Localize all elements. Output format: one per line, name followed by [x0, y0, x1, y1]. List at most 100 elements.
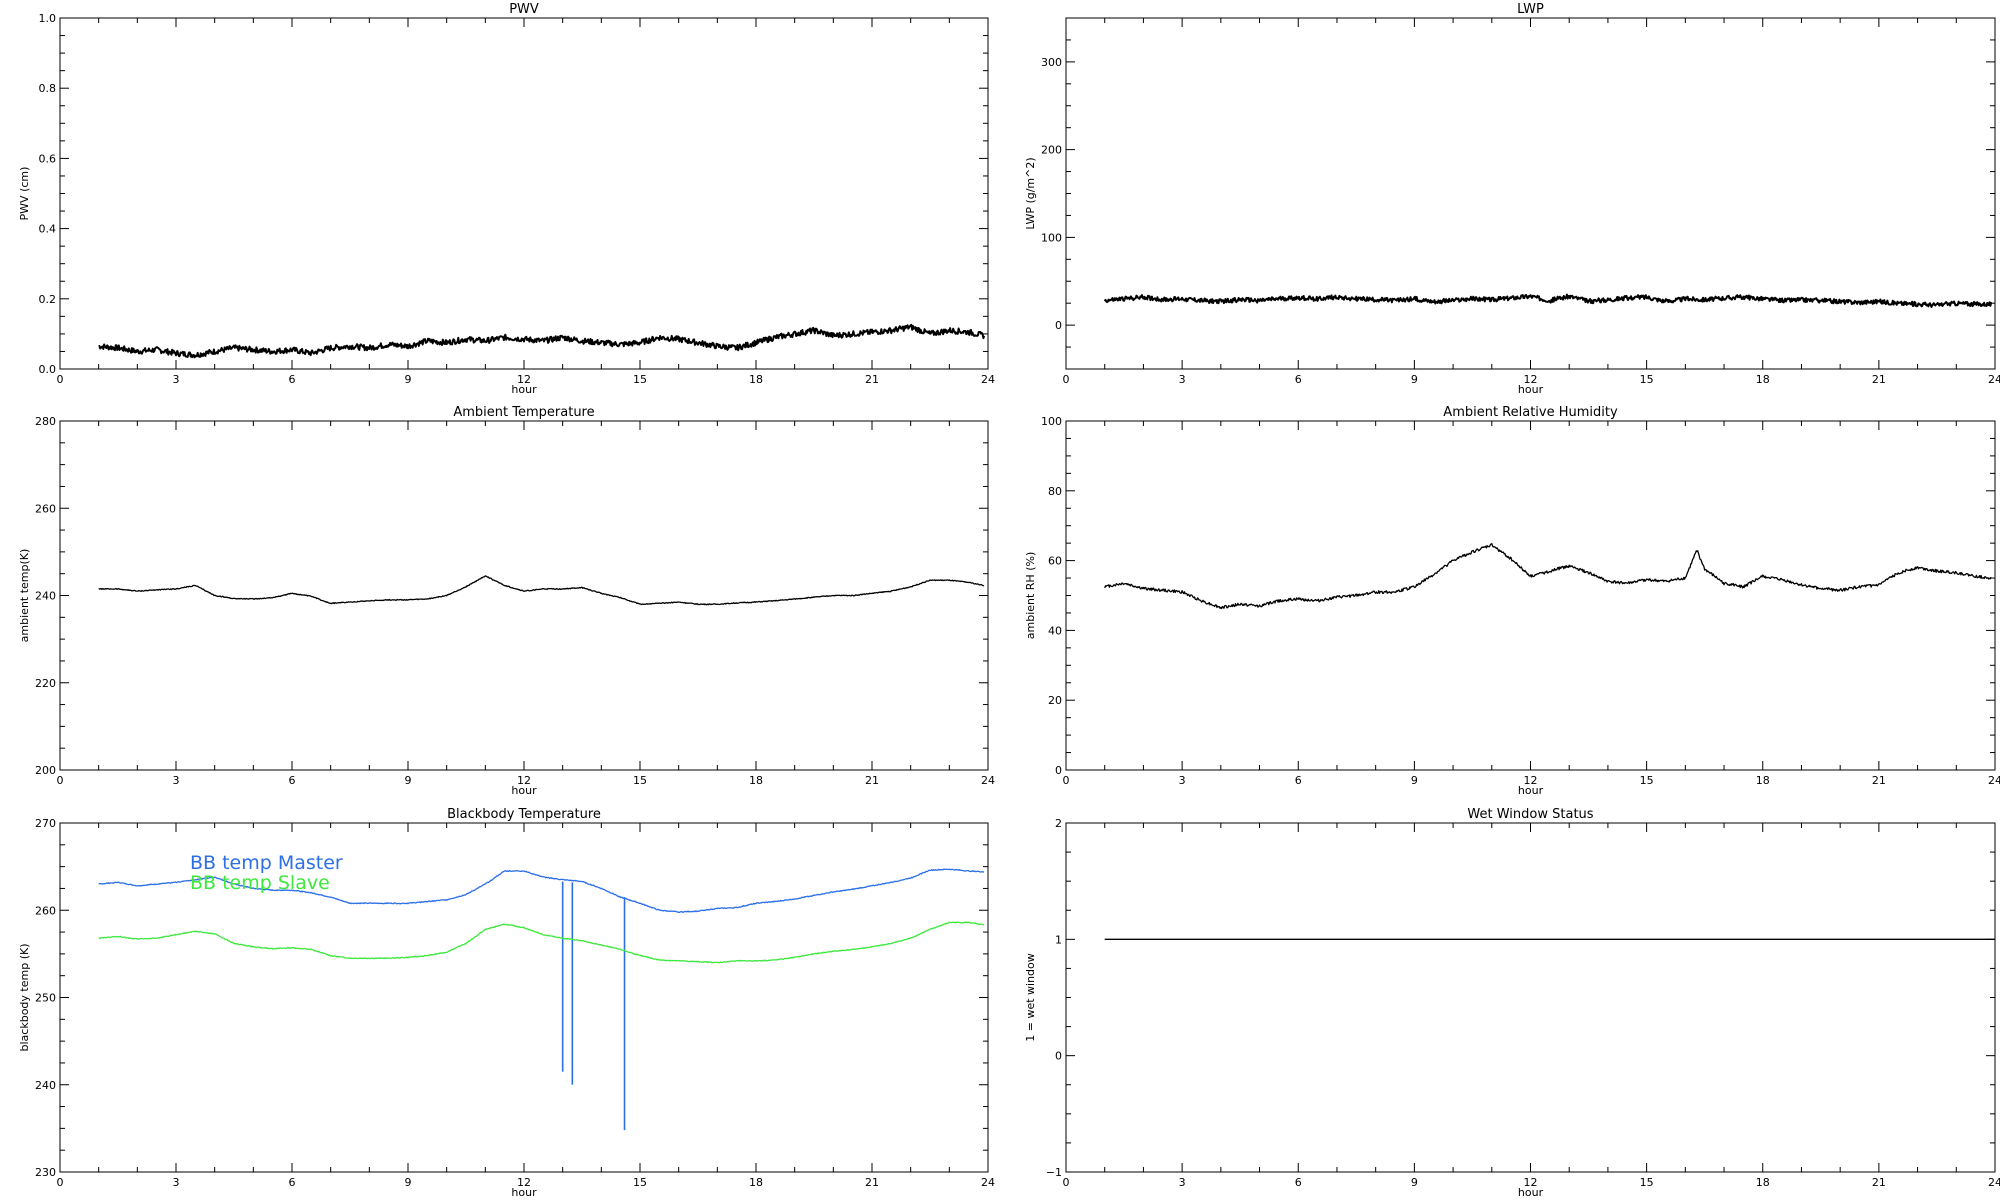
x-tick-label: 15 — [1640, 373, 1654, 386]
y-tick-label: 0 — [1055, 319, 1062, 332]
x-tick-label: 0 — [57, 1176, 64, 1189]
x-tick-label: 24 — [1988, 373, 2000, 386]
y-tick-label: 300 — [1041, 56, 1062, 69]
x-tick-label: 12 — [517, 774, 531, 787]
x-tick-label: 15 — [1640, 774, 1654, 787]
x-tick-label: 12 — [517, 1176, 531, 1189]
x-tick-label: 0 — [1063, 373, 1070, 386]
legend-entry: BB temp Slave — [190, 872, 330, 894]
x-tick-label: 3 — [173, 774, 180, 787]
y-axis-label: ambient temp(K) — [18, 549, 31, 643]
x-tick-label: 18 — [749, 774, 763, 787]
y-tick-label: 60 — [1048, 555, 1062, 568]
x-tick-label: 6 — [1295, 373, 1302, 386]
x-tick-label: 6 — [289, 774, 296, 787]
x-axis-label: hour — [511, 784, 537, 797]
series-line — [98, 921, 985, 964]
x-tick-label: 15 — [633, 373, 647, 386]
y-tick-label: 100 — [1041, 415, 1062, 428]
series-line — [98, 868, 985, 914]
y-tick-label: 280 — [35, 415, 56, 428]
x-tick-label: 24 — [1988, 1176, 2000, 1189]
series-line — [98, 323, 986, 359]
x-tick-label: 3 — [173, 1176, 180, 1189]
x-tick-label: 15 — [1640, 1176, 1654, 1189]
x-tick-label: 18 — [1756, 373, 1770, 386]
y-tick-label: 200 — [1041, 144, 1062, 157]
y-tick-label: 250 — [35, 992, 56, 1005]
chart-ambient_temp: Ambient Temperature 0 3 6 9 12 15 18 21 24 200 220 2… — [18, 405, 995, 797]
y-tick-label: 260 — [35, 502, 56, 515]
chart-title: PWV — [509, 2, 539, 17]
x-tick-label: 18 — [749, 373, 763, 386]
x-tick-label: 3 — [1179, 1176, 1186, 1189]
x-tick-label: 3 — [1179, 373, 1186, 386]
x-tick-label: 9 — [405, 373, 412, 386]
x-tick-label: 21 — [865, 1176, 879, 1189]
y-axis-label: PWV (cm) — [18, 167, 31, 221]
y-axis-label: blackbody temp (K) — [18, 944, 31, 1052]
x-tick-label: 3 — [1179, 774, 1186, 787]
x-tick-label: 21 — [865, 774, 879, 787]
y-axis-label: ambient RH (%) — [1024, 552, 1037, 640]
x-axis-label: hour — [1518, 1186, 1544, 1199]
chart-pwv: PWV 0 3 6 9 12 15 18 21 24 0.0 0.2 0.4 0.6 0.8 1.0 hour P… — [18, 2, 995, 396]
x-tick-label: 9 — [405, 1176, 412, 1189]
y-tick-label: 0 — [1055, 764, 1062, 777]
x-tick-label: 21 — [1872, 774, 1886, 787]
legend-entry: BB temp Master — [190, 852, 343, 874]
x-tick-label: 12 — [517, 373, 531, 386]
chart-blackbody_temp: Blackbody Temperature 0 3 6 9 12 15 18 21 24 230 24… — [18, 807, 995, 1199]
y-tick-label: 0.8 — [39, 82, 57, 95]
x-tick-label: 18 — [1756, 1176, 1770, 1189]
y-tick-label: 240 — [35, 1079, 56, 1092]
series-line — [98, 575, 985, 606]
y-tick-label: 1.0 — [39, 12, 57, 25]
y-tick-label: 40 — [1048, 624, 1062, 637]
y-tick-label: 0.2 — [39, 293, 57, 306]
y-tick-label: 270 — [35, 817, 56, 830]
x-tick-label: 9 — [1411, 373, 1418, 386]
y-tick-label: 2 — [1055, 817, 1062, 830]
chart-title: Wet Window Status — [1467, 807, 1593, 822]
x-tick-label: 0 — [57, 774, 64, 787]
plot-frame — [59, 17, 989, 370]
x-tick-label: 15 — [633, 774, 647, 787]
chart-title: Ambient Temperature — [453, 405, 594, 420]
plot-frame — [1065, 17, 1996, 370]
x-tick-label: 9 — [1411, 774, 1418, 787]
x-tick-label: 12 — [1524, 373, 1538, 386]
x-tick-label: 24 — [981, 774, 995, 787]
series-line — [1104, 543, 1992, 610]
x-tick-label: 21 — [1872, 1176, 1886, 1189]
y-tick-label: 0 — [1055, 1050, 1062, 1063]
x-tick-label: 6 — [289, 373, 296, 386]
y-tick-label: 0.6 — [39, 152, 57, 165]
y-axis-label: LWP (g/m^2) — [1024, 157, 1037, 229]
series-line — [1103, 293, 1993, 308]
x-tick-label: 0 — [57, 373, 64, 386]
x-tick-label: 12 — [1524, 1176, 1538, 1189]
x-tick-label: 21 — [865, 373, 879, 386]
x-axis-label: hour — [1518, 784, 1544, 797]
x-tick-label: 6 — [1295, 774, 1302, 787]
x-tick-label: 24 — [981, 373, 995, 386]
y-tick-label: 220 — [35, 677, 56, 690]
x-tick-label: 6 — [1295, 1176, 1302, 1189]
chart-lwp: LWP 0 3 6 9 12 15 18 21 24 0 100 200 300 hour LWP (g/m^… — [1024, 2, 2000, 396]
y-tick-label: 260 — [35, 904, 56, 917]
y-tick-label: 200 — [35, 764, 56, 777]
x-axis-label: hour — [511, 383, 537, 396]
y-axis-label: 1 = wet window — [1024, 953, 1037, 1042]
y-tick-label: 1 — [1055, 933, 1062, 946]
x-tick-label: 18 — [749, 1176, 763, 1189]
x-axis-label: hour — [1518, 383, 1544, 396]
y-tick-label: 80 — [1048, 485, 1062, 498]
chart-title: Ambient Relative Humidity — [1443, 405, 1618, 420]
chart-ambient_rh: Ambient Relative Humidity 0 3 6 9 12 15 18 21 24 0… — [1024, 405, 2000, 797]
chart-title: LWP — [1517, 2, 1544, 17]
x-tick-label: 21 — [1872, 373, 1886, 386]
x-tick-label: 0 — [1063, 774, 1070, 787]
